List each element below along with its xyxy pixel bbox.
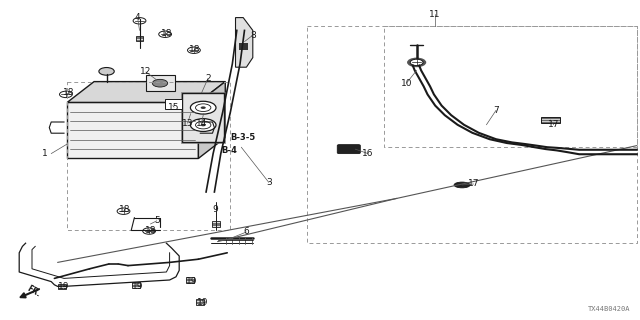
- Bar: [165, 99, 182, 109]
- Circle shape: [99, 68, 114, 75]
- Bar: [58, 284, 66, 289]
- Bar: [67, 102, 198, 158]
- Bar: [196, 299, 204, 305]
- Text: 6: 6: [244, 228, 249, 236]
- Bar: [146, 75, 175, 91]
- Circle shape: [117, 208, 130, 214]
- Text: 13: 13: [182, 119, 193, 128]
- Polygon shape: [236, 18, 253, 67]
- Circle shape: [412, 60, 422, 65]
- Circle shape: [143, 228, 156, 234]
- Text: 8: 8: [250, 31, 255, 40]
- Bar: [136, 36, 143, 41]
- Text: 18: 18: [189, 45, 201, 54]
- Circle shape: [191, 101, 216, 114]
- Text: 19: 19: [186, 277, 198, 286]
- Bar: [212, 221, 220, 227]
- Text: 4: 4: [135, 13, 140, 22]
- Text: 2: 2: [205, 74, 211, 83]
- Text: 16: 16: [362, 149, 374, 158]
- Text: 19: 19: [58, 282, 70, 291]
- Polygon shape: [67, 82, 225, 102]
- Bar: [132, 282, 140, 288]
- Text: TX44B0420A: TX44B0420A: [588, 306, 630, 312]
- Text: 17: 17: [548, 120, 559, 129]
- Text: 18: 18: [119, 205, 131, 214]
- Circle shape: [152, 79, 168, 87]
- Circle shape: [159, 31, 172, 37]
- Circle shape: [201, 106, 206, 109]
- Text: 15: 15: [168, 103, 180, 112]
- Text: 19: 19: [196, 298, 208, 307]
- Text: 10: 10: [401, 79, 412, 88]
- Circle shape: [191, 119, 216, 132]
- Text: 18: 18: [63, 88, 75, 97]
- Bar: [186, 277, 194, 283]
- Circle shape: [133, 18, 146, 24]
- FancyBboxPatch shape: [337, 145, 360, 154]
- Bar: [182, 93, 224, 142]
- Text: 7: 7: [493, 106, 499, 115]
- Bar: [239, 43, 248, 50]
- Polygon shape: [198, 82, 225, 158]
- Bar: [541, 117, 560, 123]
- Text: 11: 11: [429, 10, 441, 19]
- Text: 18: 18: [161, 29, 172, 38]
- Bar: [181, 92, 225, 143]
- Circle shape: [407, 58, 426, 67]
- Circle shape: [201, 124, 206, 126]
- Text: 18: 18: [145, 226, 156, 235]
- Text: 19: 19: [132, 282, 143, 291]
- Text: 5: 5: [154, 216, 159, 225]
- Text: FR.: FR.: [26, 284, 42, 299]
- Text: 17: 17: [468, 180, 479, 188]
- Text: 1: 1: [42, 149, 47, 158]
- Text: 14: 14: [196, 119, 207, 128]
- Circle shape: [410, 59, 423, 66]
- Text: 12: 12: [140, 68, 152, 76]
- Text: 3: 3: [266, 178, 271, 187]
- Ellipse shape: [454, 182, 470, 188]
- Text: 9: 9: [213, 205, 218, 214]
- Circle shape: [196, 104, 211, 112]
- Circle shape: [188, 47, 200, 53]
- Circle shape: [196, 121, 211, 129]
- Circle shape: [60, 91, 72, 98]
- Text: B-3-5: B-3-5: [230, 133, 255, 142]
- Text: B-4: B-4: [221, 146, 237, 155]
